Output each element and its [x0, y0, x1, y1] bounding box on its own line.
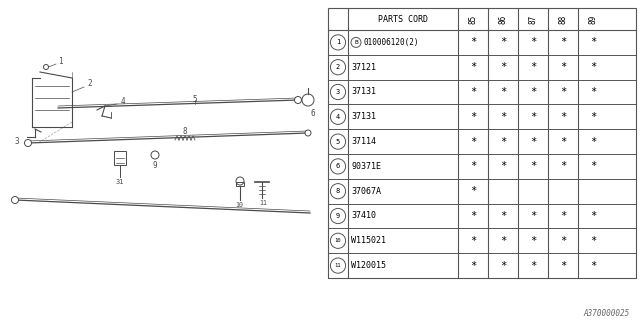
Text: 5: 5 — [336, 139, 340, 145]
Text: 9: 9 — [153, 161, 157, 170]
Text: *: * — [500, 37, 506, 47]
Circle shape — [305, 130, 311, 136]
Text: 3: 3 — [336, 89, 340, 95]
Text: 6: 6 — [310, 109, 316, 118]
Text: 3: 3 — [15, 137, 19, 146]
Text: *: * — [530, 137, 536, 147]
Text: *: * — [530, 236, 536, 246]
Text: 89: 89 — [589, 14, 598, 24]
Text: 11: 11 — [335, 263, 341, 268]
Text: 9: 9 — [336, 213, 340, 219]
Text: 31: 31 — [116, 179, 124, 185]
Circle shape — [12, 196, 19, 204]
Text: 2: 2 — [88, 79, 92, 89]
Text: *: * — [560, 211, 566, 221]
Text: *: * — [560, 137, 566, 147]
Text: *: * — [590, 137, 596, 147]
Text: *: * — [560, 161, 566, 172]
Text: *: * — [500, 137, 506, 147]
Text: *: * — [590, 62, 596, 72]
Text: *: * — [590, 37, 596, 47]
Text: A370000025: A370000025 — [584, 309, 630, 318]
Text: *: * — [500, 211, 506, 221]
Text: *: * — [560, 37, 566, 47]
Text: *: * — [530, 260, 536, 271]
Text: *: * — [470, 260, 476, 271]
Text: B: B — [354, 40, 358, 45]
Text: 10: 10 — [335, 238, 341, 243]
Text: *: * — [470, 87, 476, 97]
Text: *: * — [530, 211, 536, 221]
Text: *: * — [470, 186, 476, 196]
Text: *: * — [470, 62, 476, 72]
Text: *: * — [470, 211, 476, 221]
Text: 37114: 37114 — [351, 137, 376, 146]
Text: 90371E: 90371E — [351, 162, 381, 171]
Bar — [328, 8, 636, 278]
Text: *: * — [470, 137, 476, 147]
Text: *: * — [590, 161, 596, 172]
Text: 87: 87 — [529, 14, 538, 24]
Text: *: * — [500, 87, 506, 97]
Text: 10: 10 — [235, 202, 243, 208]
Text: *: * — [530, 112, 536, 122]
Text: 85: 85 — [468, 14, 477, 24]
Text: *: * — [500, 112, 506, 122]
Text: 5: 5 — [193, 95, 197, 105]
Text: W120015: W120015 — [351, 261, 386, 270]
Text: *: * — [560, 62, 566, 72]
Text: *: * — [560, 112, 566, 122]
Text: *: * — [530, 161, 536, 172]
Text: 37131: 37131 — [351, 112, 376, 121]
Text: 1: 1 — [336, 39, 340, 45]
Text: *: * — [530, 62, 536, 72]
Text: 4: 4 — [336, 114, 340, 120]
Text: *: * — [560, 236, 566, 246]
Text: *: * — [590, 112, 596, 122]
Text: *: * — [590, 236, 596, 246]
Text: *: * — [530, 87, 536, 97]
Text: *: * — [500, 62, 506, 72]
Bar — [236, 182, 244, 186]
Text: W115021: W115021 — [351, 236, 386, 245]
Text: 37410: 37410 — [351, 212, 376, 220]
Text: *: * — [530, 37, 536, 47]
Text: *: * — [500, 161, 506, 172]
Circle shape — [294, 97, 301, 103]
Text: *: * — [590, 87, 596, 97]
Bar — [114, 151, 126, 165]
Text: *: * — [470, 112, 476, 122]
Text: *: * — [560, 260, 566, 271]
Text: PARTS CORD: PARTS CORD — [378, 14, 428, 23]
Text: 37131: 37131 — [351, 87, 376, 97]
Text: 010006120(2): 010006120(2) — [364, 38, 419, 47]
Text: 37067A: 37067A — [351, 187, 381, 196]
Text: 86: 86 — [499, 14, 508, 24]
Text: 4: 4 — [121, 98, 125, 107]
Text: 11: 11 — [259, 200, 267, 206]
Text: *: * — [500, 260, 506, 271]
Text: *: * — [470, 161, 476, 172]
Text: *: * — [590, 260, 596, 271]
Text: 1: 1 — [58, 58, 62, 67]
Text: 6: 6 — [336, 164, 340, 169]
Text: *: * — [560, 87, 566, 97]
Text: *: * — [470, 37, 476, 47]
Text: 8: 8 — [336, 188, 340, 194]
Text: *: * — [500, 236, 506, 246]
Text: 8: 8 — [182, 126, 188, 135]
Text: 2: 2 — [336, 64, 340, 70]
Text: 88: 88 — [559, 14, 568, 24]
Text: *: * — [590, 211, 596, 221]
Text: 37121: 37121 — [351, 63, 376, 72]
Circle shape — [24, 140, 31, 147]
Text: *: * — [470, 236, 476, 246]
